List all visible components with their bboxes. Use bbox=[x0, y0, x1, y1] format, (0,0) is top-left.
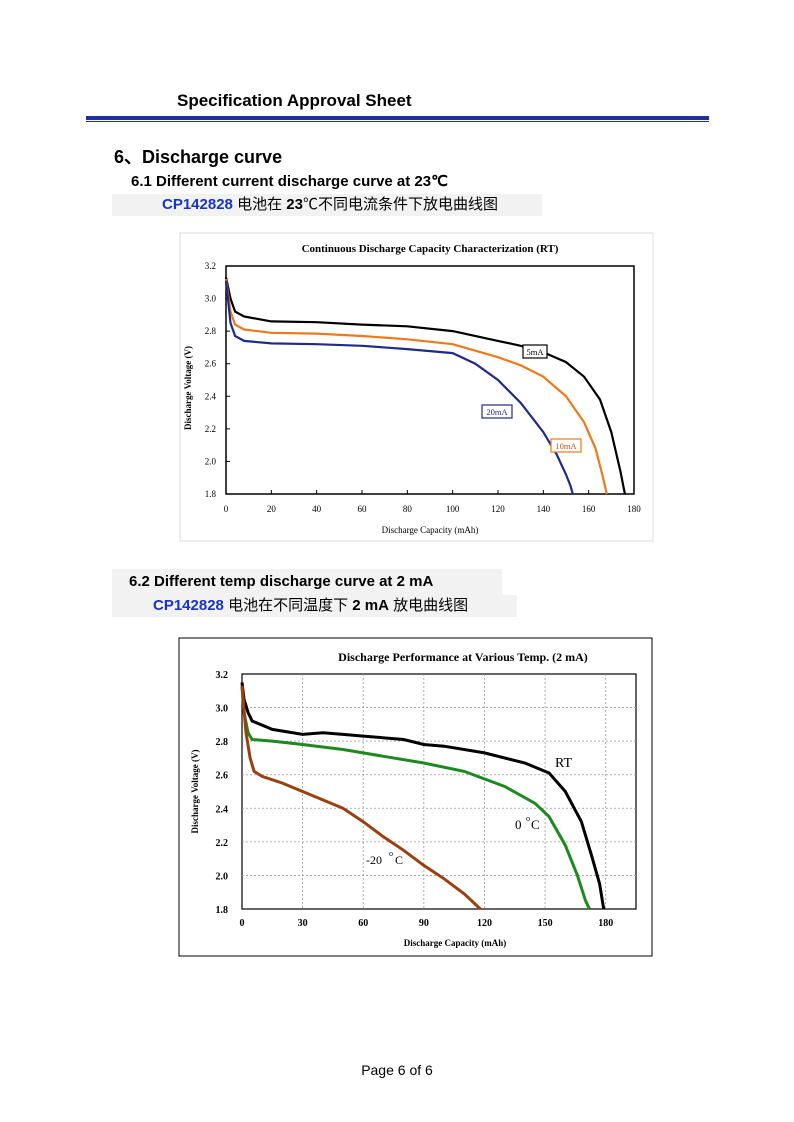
chart-2-series-rt bbox=[240, 682, 606, 910]
chart-1-y-tick-label: 2.2 bbox=[205, 424, 216, 434]
chart-1-series-5ma bbox=[224, 277, 626, 495]
chart-1-x-tick-label: 140 bbox=[537, 504, 551, 514]
chart-2-series-label-0: 0 bbox=[515, 817, 522, 832]
chart-2-y-tick-label: 2.8 bbox=[216, 737, 229, 748]
chart-1-series-label-box bbox=[481, 404, 513, 419]
page-footer: Page 6 of 6 bbox=[361, 1062, 433, 1078]
chart-1-series-label: 10mA bbox=[555, 441, 577, 451]
chart-2-x-axis-label: Discharge Capacity (mAh) bbox=[404, 938, 507, 948]
chart-2-title: Discharge Performance at Various Temp. (… bbox=[338, 650, 588, 664]
chart-2-series-label-0-unit: C bbox=[531, 817, 540, 832]
chart-1-y-axis-label: Discharge Voltage (V) bbox=[183, 346, 193, 430]
chart-2-series-label-minus20: -20 bbox=[366, 853, 382, 867]
chart-2-x-tick-label: 0 bbox=[240, 918, 245, 929]
chart-2-y-tick-label: 3.2 bbox=[216, 670, 229, 681]
chart-1-y-tick-label: 2.8 bbox=[205, 326, 217, 336]
chart-2-y-tick-label: 2.0 bbox=[216, 871, 229, 882]
chart-2: Discharge Performance at Various Temp. (… bbox=[178, 637, 653, 957]
chart-2-frame bbox=[178, 637, 653, 957]
section-title: 6、Discharge curve bbox=[114, 147, 283, 167]
chart-2-y-tick-label: 2.4 bbox=[216, 804, 229, 815]
chart-1-frame bbox=[179, 232, 654, 542]
chart-2-x-tick-label: 60 bbox=[358, 918, 368, 929]
chart-2-y-axis-label: Discharge Voltage (V) bbox=[190, 750, 200, 834]
chart-2-series-label-minus20-unit: C bbox=[395, 853, 403, 867]
chart-2-degree-mark: o bbox=[526, 814, 530, 823]
chart-1-series-10ma bbox=[224, 278, 608, 495]
chart-2-series-0c bbox=[240, 685, 591, 910]
chart-1-x-tick-label: 180 bbox=[627, 504, 641, 514]
caption-text-c: ℃不同电流条件下放电曲线图 bbox=[302, 196, 498, 213]
chart-2-x-tick-label: 150 bbox=[538, 918, 553, 929]
caption-text-b: 23 bbox=[286, 196, 303, 213]
chart-1-y-tick-label: 3.2 bbox=[205, 261, 216, 271]
chart-1-series-label: 5mA bbox=[527, 347, 545, 357]
chart-1-y-tick-label: 1.8 bbox=[205, 489, 217, 499]
subsection-bg-6-2 bbox=[112, 569, 502, 595]
caption-text-a: 电池在不同温度下 bbox=[223, 597, 353, 614]
chart-2-degree-mark: o bbox=[389, 849, 393, 858]
chart-1-series-20ma bbox=[224, 280, 574, 495]
chart-2-y-tick-label: 2.6 bbox=[216, 771, 229, 782]
header-rule-thin bbox=[86, 121, 709, 122]
chart-1-x-axis-label: Discharge Capacity (mAh) bbox=[382, 525, 479, 535]
chart-1: Continuous Discharge Capacity Characteri… bbox=[179, 232, 654, 542]
model-number: CP142828 bbox=[162, 196, 233, 213]
chart-1-y-tick-label: 2.0 bbox=[205, 456, 217, 466]
chart-1-y-tick-label: 3.0 bbox=[205, 294, 217, 304]
chart-1-x-tick-label: 0 bbox=[224, 504, 229, 514]
caption-text-a: 电池在 bbox=[232, 196, 287, 213]
chart-2-x-tick-label: 180 bbox=[598, 918, 613, 929]
chart-2-y-tick-label: 3.0 bbox=[216, 704, 229, 715]
chart-2-x-tick-label: 30 bbox=[298, 918, 308, 929]
subsection-title-6-1: 6.1 Different current discharge curve at… bbox=[131, 173, 448, 190]
chart-1-series-label: 20mA bbox=[486, 407, 508, 417]
chart-2-x-tick-label: 120 bbox=[477, 918, 492, 929]
subsection-title-6-2: 6.2 Different temp discharge curve at 2 … bbox=[129, 573, 434, 590]
chart2-caption-zh: CP142828 电池在不同温度下 2 mA 放电曲线图 bbox=[112, 595, 517, 617]
chart-1-x-tick-label: 100 bbox=[446, 504, 460, 514]
chart-2-y-tick-label: 1.8 bbox=[216, 905, 229, 916]
chart-1-x-tick-label: 40 bbox=[312, 504, 322, 514]
page-header-title: Specification Approval Sheet bbox=[177, 91, 412, 110]
chart-1-y-tick-label: 2.6 bbox=[205, 359, 217, 369]
chart1-caption-zh: CP142828 电池在 23℃不同电流条件下放电曲线图 bbox=[112, 194, 542, 216]
chart-1-x-tick-label: 20 bbox=[267, 504, 277, 514]
chart-1-x-tick-label: 120 bbox=[491, 504, 505, 514]
chart-1-x-tick-label: 80 bbox=[403, 504, 413, 514]
header-rule-thick bbox=[86, 116, 709, 120]
caption-text-c: 放电曲线图 bbox=[388, 597, 469, 614]
chart-2-series-label-rt: RT bbox=[555, 756, 572, 771]
chart-2-x-tick-label: 90 bbox=[419, 918, 429, 929]
chart-1-x-tick-label: 160 bbox=[582, 504, 596, 514]
caption-text-b: 2 mA bbox=[352, 597, 389, 614]
chart-1-title: Continuous Discharge Capacity Characteri… bbox=[302, 243, 559, 255]
chart-1-series-label-box bbox=[550, 438, 582, 453]
chart-2-y-tick-label: 2.2 bbox=[216, 838, 229, 849]
chart-2-plot-area bbox=[241, 673, 637, 910]
model-number: CP142828 bbox=[153, 597, 224, 614]
chart-2-series-20c bbox=[240, 685, 482, 911]
chart-1-y-tick-label: 2.4 bbox=[205, 391, 217, 401]
chart-1-x-tick-label: 60 bbox=[358, 504, 368, 514]
chart-1-series-label-box bbox=[522, 344, 548, 359]
